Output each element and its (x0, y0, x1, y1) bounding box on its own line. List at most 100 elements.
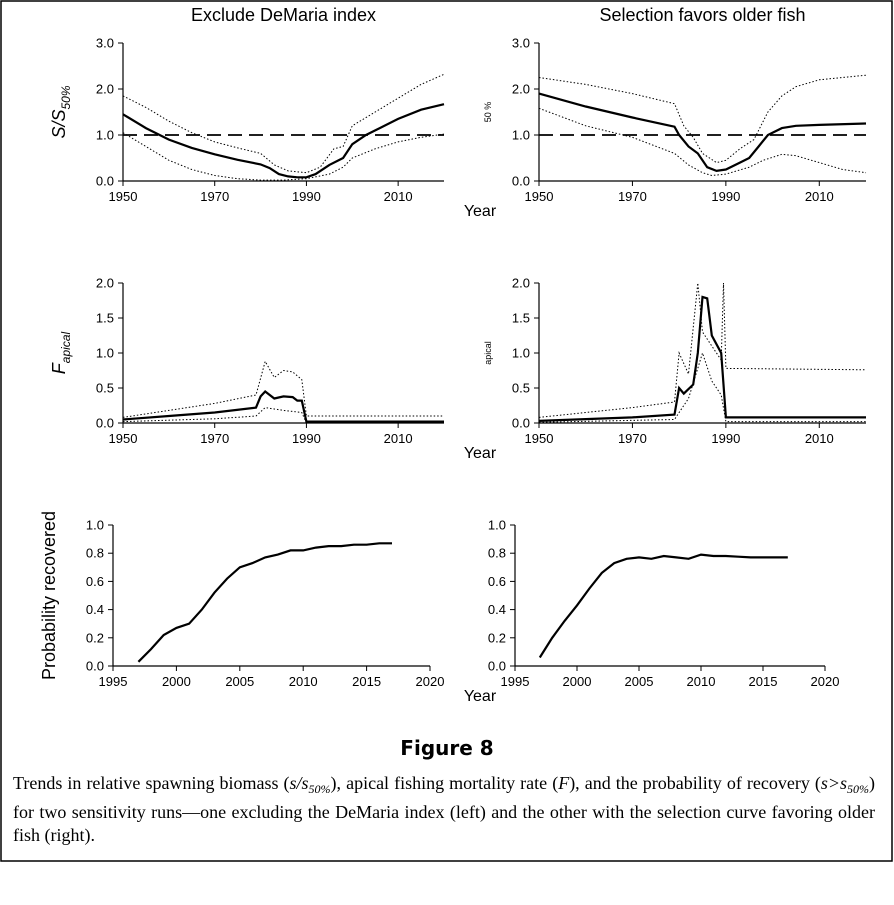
series-line (122, 390, 444, 423)
x-tick-label: 1990 (292, 189, 321, 204)
series-line (122, 132, 445, 181)
y-tick-label: 0.0 (96, 174, 114, 189)
x-tick-label: 1970 (618, 189, 647, 204)
chart-title: Selection favors older fish (599, 5, 805, 25)
y-tick-label: 2.0 (512, 276, 530, 291)
y-tick-label: 1.0 (86, 518, 104, 533)
x-tick-label: 1995 (99, 674, 128, 689)
x-tick-label: 1970 (618, 431, 647, 446)
y-tick-label: 0.0 (86, 659, 104, 674)
y-axis-label: Probability recovered (39, 511, 59, 680)
y-axis-label-text: 50 % (483, 102, 493, 123)
caption-text: Trends in relative spawning biomass ( (13, 773, 290, 793)
x-tick-label: 2005 (625, 674, 654, 689)
series-line (538, 107, 867, 177)
y-axis-label-text: S/S (49, 110, 69, 139)
x-tick-label: 1990 (292, 431, 321, 446)
x-tick-label: 2020 (416, 674, 445, 689)
y-tick-label: 1.0 (96, 128, 114, 143)
y-tick-label: 0.4 (86, 602, 104, 617)
y-tick-label: 3.0 (96, 36, 114, 51)
chart-title: Exclude DeMaria index (191, 5, 376, 25)
figure-border (0, 0, 893, 862)
x-axis-label: Year (464, 688, 497, 705)
x-tick-label: 2005 (225, 674, 254, 689)
x-tick-label: 1950 (525, 431, 554, 446)
x-axis-label: Year (464, 445, 497, 462)
y-tick-label: 0.6 (488, 574, 506, 589)
caption-text: ), and the probability of recovery ( (569, 773, 821, 793)
y-tick-label: 1.0 (96, 346, 114, 361)
series-line (122, 407, 444, 424)
x-tick-label: 2015 (749, 674, 778, 689)
y-axis-label-text: F (49, 362, 69, 374)
caption-text: ) for two sensitivity runs—one excluding… (13, 773, 876, 845)
x-tick-label: 1995 (501, 674, 530, 689)
x-tick-label: 2010 (384, 189, 413, 204)
x-tick-label: 2010 (805, 189, 834, 204)
y-tick-label: 1.5 (96, 311, 114, 326)
y-tick-label: 0.5 (512, 381, 530, 396)
series-line (137, 542, 392, 663)
y-tick-label: 2.0 (96, 276, 114, 291)
series-line (122, 73, 445, 174)
x-tick-label: 2010 (687, 674, 716, 689)
y-tick-label: 0.8 (488, 546, 506, 561)
y-tick-label: 3.0 (512, 36, 530, 51)
series-line (538, 553, 788, 659)
y-tick-label: 0.0 (96, 416, 114, 431)
caption-text: s/s (289, 773, 309, 793)
series-line (122, 360, 444, 418)
y-axis-label: Fapical (49, 331, 73, 374)
y-tick-label: 0.0 (512, 416, 530, 431)
x-tick-label: 2000 (162, 674, 191, 689)
y-tick-label: 0.4 (488, 602, 506, 617)
y-tick-label: 0.0 (488, 659, 506, 674)
y-axis-label: S/S50% (49, 85, 73, 138)
x-tick-label: 2010 (805, 431, 834, 446)
x-tick-label: 1970 (200, 431, 229, 446)
y-tick-label: 0.6 (86, 574, 104, 589)
series-line (538, 74, 867, 164)
caption-text: ), apical fishing mortality rate ( (330, 773, 559, 793)
series-line (122, 103, 445, 179)
figure-title: Figure 8 (400, 736, 494, 760)
y-axis-label-text: apical (483, 341, 493, 365)
x-tick-label: 1990 (711, 189, 740, 204)
x-tick-label: 2020 (811, 674, 840, 689)
y-tick-label: 1.0 (512, 128, 530, 143)
y-axis-label: 50 % (483, 102, 493, 123)
x-tick-label: 1970 (200, 189, 229, 204)
caption-text: 50% (308, 782, 331, 796)
caption-text: F (558, 773, 570, 793)
x-tick-label: 2000 (563, 674, 592, 689)
x-axis-label: Year (464, 203, 497, 220)
x-tick-label: 1990 (711, 431, 740, 446)
x-tick-label: 2010 (384, 431, 413, 446)
series-line (538, 295, 866, 422)
y-tick-label: 0.5 (96, 381, 114, 396)
y-tick-label: 0.2 (86, 630, 104, 645)
y-axis-label-text: Probability recovered (39, 511, 59, 680)
x-tick-label: 1950 (109, 431, 138, 446)
figure-caption: Trends in relative spawning biomass (s/s… (13, 772, 875, 847)
x-tick-label: 1950 (525, 189, 554, 204)
y-tick-label: 0.0 (512, 174, 530, 189)
caption-text: 50% (847, 782, 870, 796)
y-axis-label: apical (483, 341, 493, 365)
y-axis-label-sub: 50% (59, 85, 73, 109)
y-axis-label-sub: apical (59, 331, 73, 363)
y-tick-label: 1.5 (512, 311, 530, 326)
caption-text: s>s (820, 773, 848, 793)
x-tick-label: 1950 (109, 189, 138, 204)
y-tick-label: 2.0 (96, 82, 114, 97)
x-tick-label: 2010 (289, 674, 318, 689)
y-tick-label: 0.2 (488, 630, 506, 645)
y-tick-label: 1.0 (512, 346, 530, 361)
y-tick-label: 2.0 (512, 82, 530, 97)
series-line (538, 92, 867, 173)
y-tick-label: 0.8 (86, 546, 104, 561)
x-tick-label: 2015 (352, 674, 381, 689)
